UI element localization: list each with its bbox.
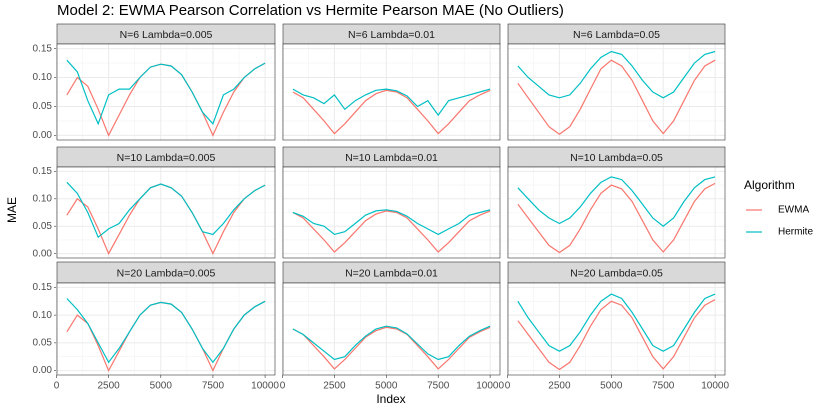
panel-border <box>507 43 726 141</box>
series-line <box>66 298 266 364</box>
series-line <box>66 181 266 239</box>
series-line <box>517 176 716 227</box>
series-line <box>517 59 716 135</box>
panel-border <box>56 43 276 141</box>
series-line <box>517 299 716 371</box>
x-tick-label: 2500 <box>323 381 346 392</box>
series-line <box>517 50 716 99</box>
y-tick-label: 0.10 <box>33 193 53 204</box>
x-tick-label: 0 <box>505 381 511 392</box>
legend-title: Algorithm <box>744 178 795 192</box>
panel-border <box>282 43 501 141</box>
x-tick-label: 7500 <box>652 381 675 392</box>
panel-border <box>56 282 276 376</box>
series-line <box>292 88 491 117</box>
x-tick-label: 10000 <box>476 381 504 392</box>
y-tick-label: 0.00 <box>33 248 53 259</box>
panel-border <box>282 166 501 259</box>
series-line <box>292 210 491 253</box>
x-axis-title: Index <box>376 392 405 406</box>
strip-label: N=20 Lambda=0.05 <box>570 267 663 279</box>
panel-border <box>507 166 726 259</box>
strip-label: N=6 Lambda=0.005 <box>120 29 213 41</box>
x-tick-label: 0 <box>54 381 60 392</box>
x-tick-label: 2500 <box>548 381 571 392</box>
x-tick-label: 10000 <box>701 381 729 392</box>
series-line <box>517 293 716 352</box>
x-tick-label: 7500 <box>427 381 450 392</box>
series-line <box>517 182 716 254</box>
x-tick-label: 7500 <box>202 381 225 392</box>
y-tick-label: 0.10 <box>33 72 53 83</box>
strip-label: N=10 Lambda=0.005 <box>117 152 216 164</box>
series-line <box>292 325 491 361</box>
x-tick-label: 2500 <box>98 381 121 392</box>
strip-label: N=20 Lambda=0.01 <box>345 267 438 279</box>
panel-border <box>282 282 501 376</box>
x-tick-label: 0 <box>280 381 286 392</box>
y-tick-label: 0.15 <box>33 166 53 177</box>
series-line <box>292 326 491 370</box>
x-tick-label: 5000 <box>600 381 623 392</box>
y-tick-label: 0.00 <box>33 365 53 376</box>
y-axis-title: MAE <box>5 197 19 223</box>
legend-label: EWMA <box>778 205 809 216</box>
strip-label: N=6 Lambda=0.01 <box>348 29 435 41</box>
y-tick-label: 0.15 <box>33 282 53 293</box>
y-tick-label: 0.05 <box>33 221 53 232</box>
y-tick-label: 0.10 <box>33 310 53 321</box>
x-tick-label: 5000 <box>150 381 173 392</box>
strip-label: N=10 Lambda=0.05 <box>570 152 663 164</box>
x-tick-label: 10000 <box>251 381 279 392</box>
series-line <box>292 89 491 135</box>
strip-label: N=6 Lambda=0.05 <box>573 29 660 41</box>
series-line <box>66 59 266 126</box>
y-tick-label: 0.15 <box>33 43 53 54</box>
strip-label: N=10 Lambda=0.01 <box>345 152 438 164</box>
x-tick-label: 5000 <box>375 381 398 392</box>
y-tick-label: 0.05 <box>33 337 53 348</box>
panel-border <box>507 282 726 376</box>
strip-label: N=20 Lambda=0.005 <box>117 267 216 279</box>
series-line <box>292 209 491 236</box>
legend-label: Hermite <box>778 227 813 238</box>
y-tick-label: 0.05 <box>33 101 53 112</box>
chart-title: Model 2: EWMA Pearson Correlation vs Her… <box>57 2 564 19</box>
panel-border <box>56 166 276 259</box>
y-tick-label: 0.00 <box>33 130 53 141</box>
